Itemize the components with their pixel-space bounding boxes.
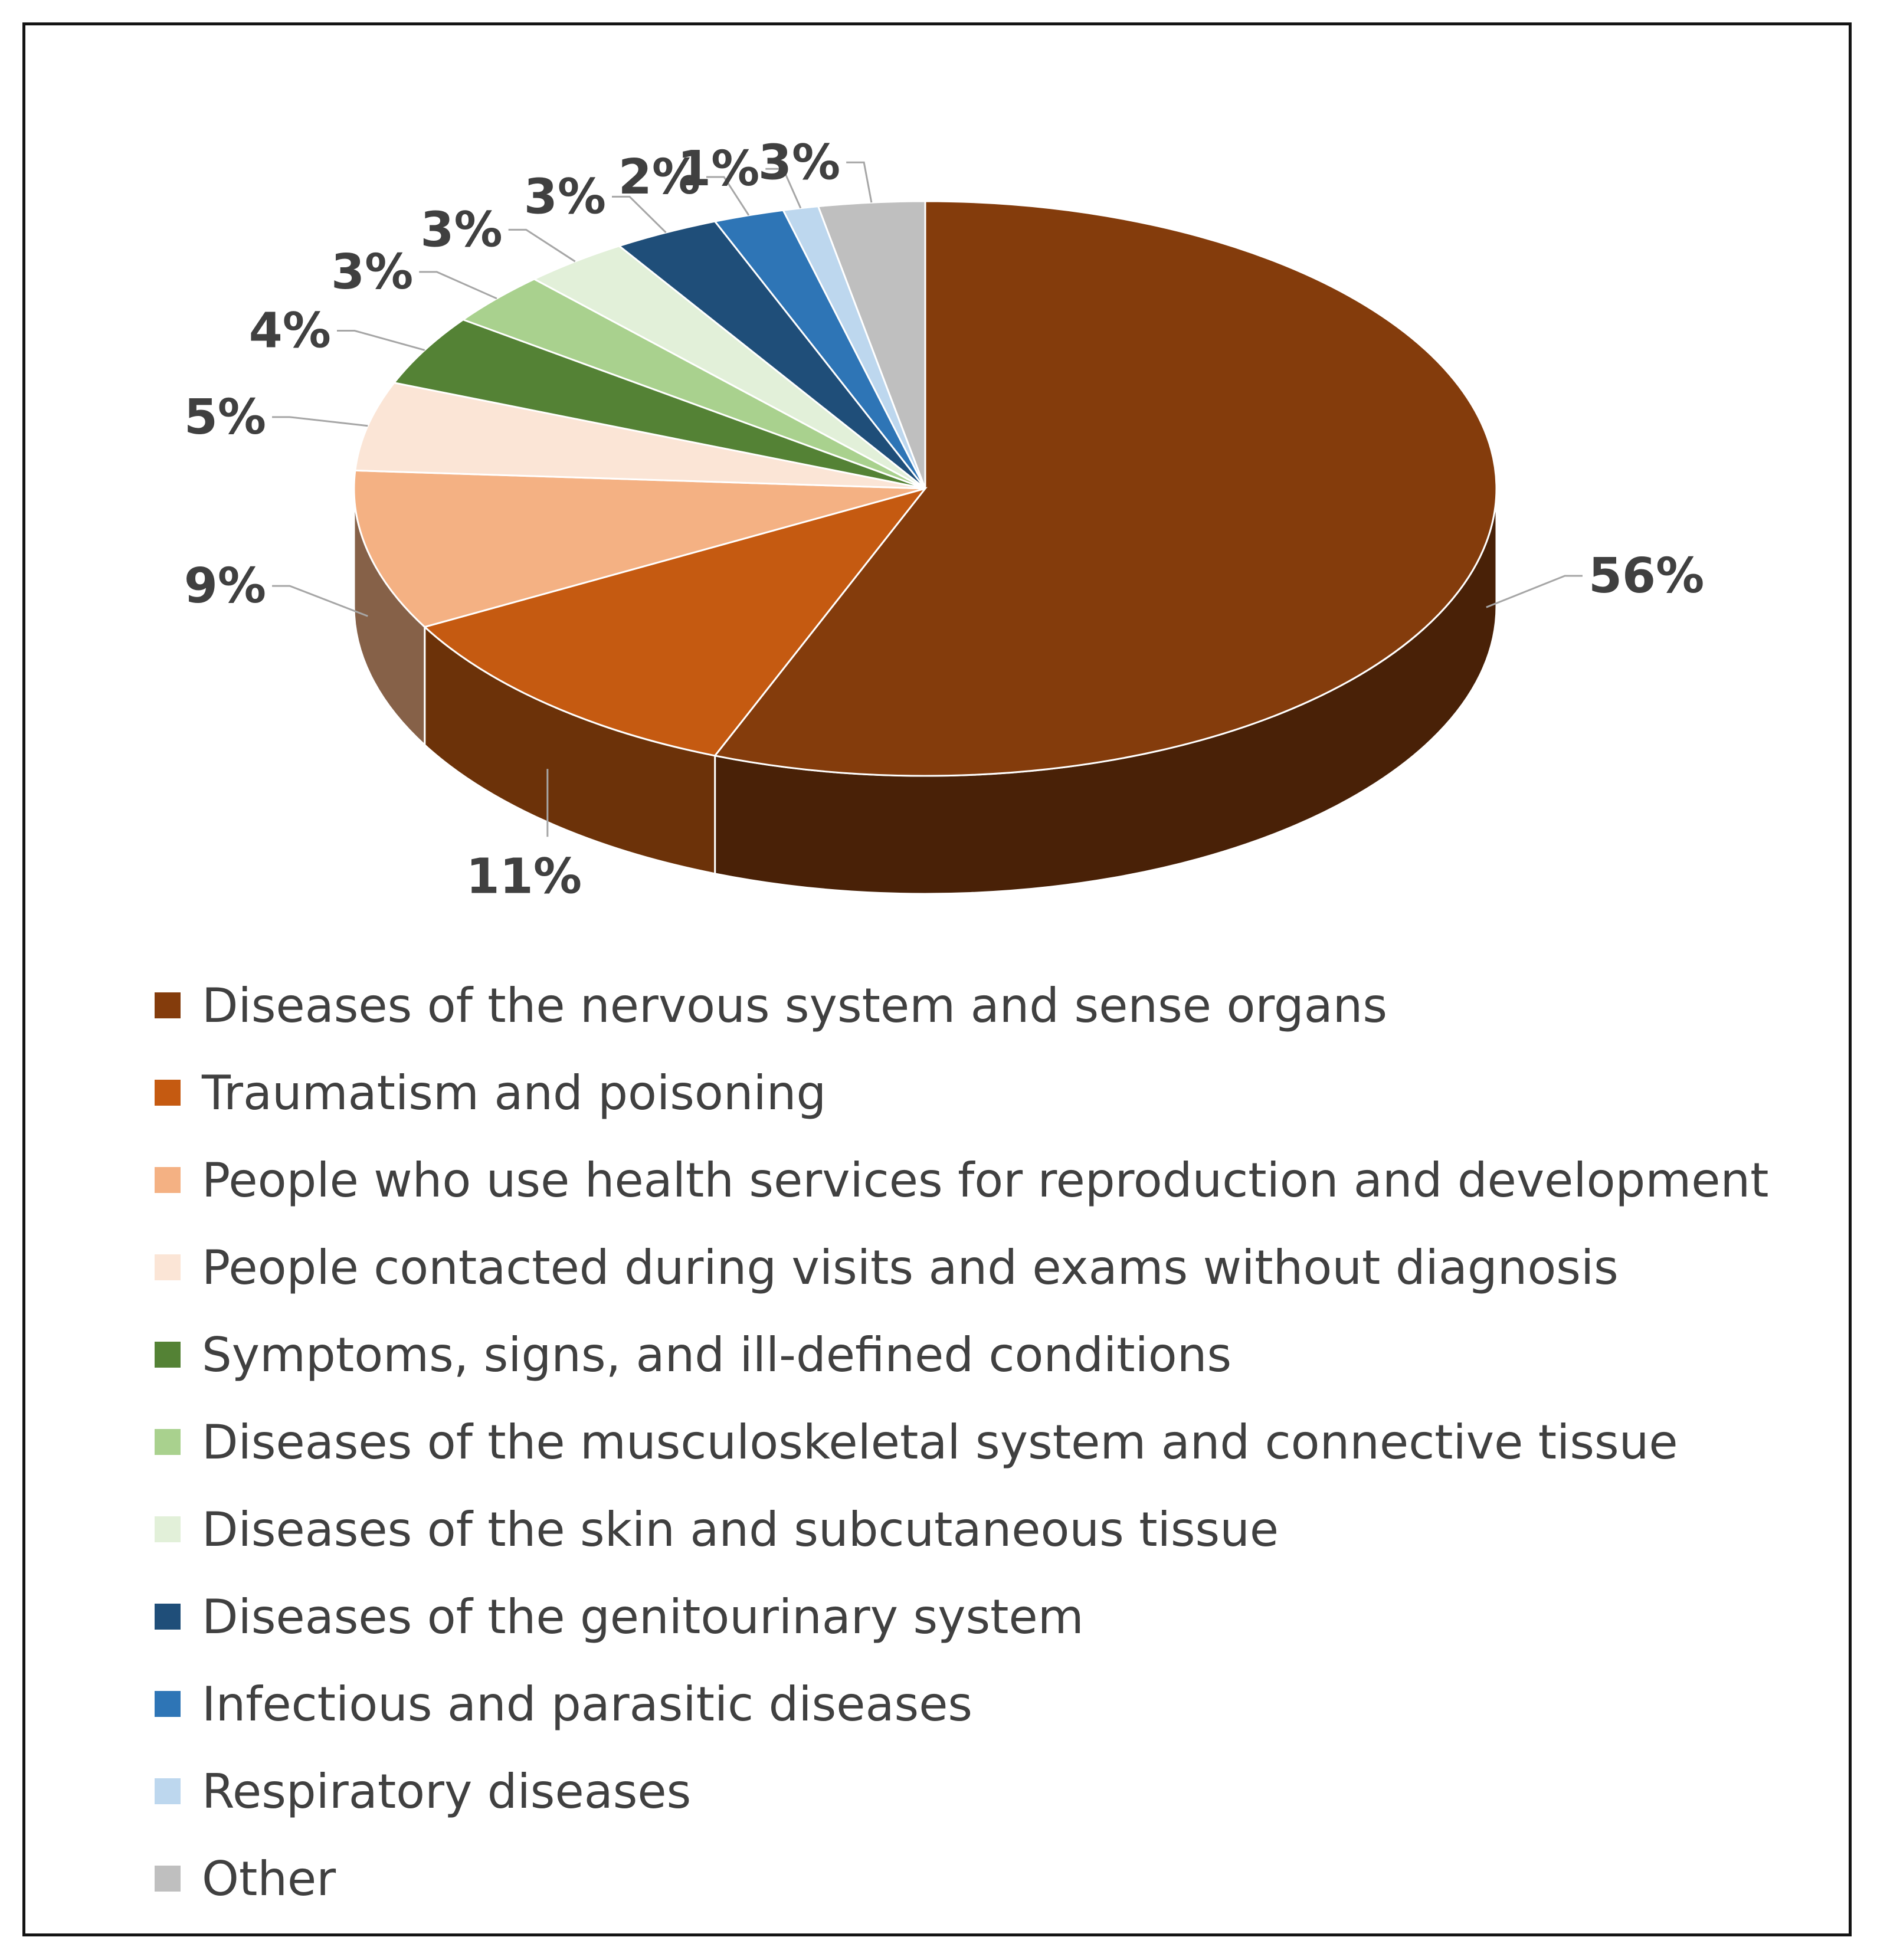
leader-line — [706, 176, 750, 216]
legend: Diseases of the nervous system and sense… — [155, 962, 1836, 1922]
legend-item: Diseases of the skin and subcutaneous ti… — [155, 1486, 1836, 1573]
legend-label: Traumatism and poisoning — [202, 1065, 827, 1120]
legend-item: People contacted during visits and exams… — [155, 1224, 1836, 1311]
leader-line — [612, 195, 667, 234]
legend-label: Diseases of the genitourinary system — [202, 1589, 1084, 1644]
legend-item: People who use health services for repro… — [155, 1136, 1836, 1224]
legend-swatch — [155, 1778, 181, 1804]
pie-slice-people-who-use-health-services-for-reproduction-and-development — [353, 469, 926, 628]
legend-swatch — [155, 1342, 181, 1368]
legend-swatch — [155, 992, 181, 1018]
legend-label: Diseases of the musculoskeletal system a… — [202, 1414, 1678, 1470]
leader-line — [419, 271, 497, 300]
data-label-diseases-of-the-nervous-system-and-sense-organs: 56% — [1588, 548, 1704, 604]
legend-swatch — [155, 1254, 181, 1280]
legend-label: Diseases of the skin and subcutaneous ti… — [202, 1502, 1279, 1557]
data-label-other: 3% — [758, 135, 840, 191]
data-label-traumatism-and-poisoning: 11% — [466, 848, 582, 904]
legend-label: Symptoms, signs, and ill-defined conditi… — [202, 1327, 1232, 1382]
data-label-diseases-of-the-musculoskeletal-system-and-connective-tissue: 3% — [331, 244, 413, 300]
leader-line — [846, 161, 873, 203]
pie-slice-traumatism-and-poisoning — [422, 487, 928, 757]
legend-label: Infectious and parasitic diseases — [202, 1676, 973, 1732]
legend-item: Infectious and parasitic diseases — [155, 1660, 1836, 1748]
legend-item: Diseases of the musculoskeletal system a… — [155, 1398, 1836, 1486]
legend-swatch — [155, 1691, 181, 1717]
data-label-diseases-of-the-genitourinary-system: 3% — [524, 169, 606, 225]
data-label-diseases-of-the-skin-and-subcutaneous-tissue: 3% — [420, 202, 502, 258]
leader-line — [272, 416, 368, 427]
legend-swatch — [155, 1866, 181, 1892]
legend-swatch — [155, 1167, 181, 1193]
leader-line — [508, 228, 576, 263]
legend-label: Diseases of the nervous system and sense… — [202, 978, 1388, 1033]
legend-item: Diseases of the genitourinary system — [155, 1573, 1836, 1660]
legend-item: Other — [155, 1835, 1836, 1922]
legend-label: Respiratory diseases — [202, 1764, 692, 1819]
legend-label: Other — [202, 1851, 336, 1906]
legend-swatch — [155, 1604, 181, 1630]
leader-line — [1486, 575, 1583, 608]
data-label-respiratory-diseases: 1% — [677, 141, 759, 197]
legend-swatch — [155, 1429, 181, 1455]
data-label-people-contacted-during-visits-and-exams-without-diagnosis: 5% — [184, 389, 266, 445]
legend-item: Respiratory diseases — [155, 1748, 1836, 1835]
legend-swatch — [155, 1080, 181, 1106]
pie-slice-symptoms-signs-and-ill-defined-conditions — [392, 319, 926, 490]
pie-chart: 56%11%9%5%4%3%3%3% 2%1%3% — [184, 135, 1704, 904]
pie-slice-diseases-of-the-nervous-system-and-sense-organs — [713, 200, 1498, 777]
data-label-people-who-use-health-services-for-reproduction-and-development: 9% — [184, 558, 266, 614]
legend-label: People contacted during visits and exams… — [202, 1240, 1619, 1295]
legend-swatch — [155, 1516, 181, 1542]
legend-item: Diseases of the nervous system and sense… — [155, 962, 1836, 1049]
legend-item: Traumatism and poisoning — [155, 1049, 1836, 1136]
leader-line — [336, 330, 425, 351]
leader-line — [272, 585, 368, 617]
data-label-infectious-and-parasitic-diseases: 2% — [618, 149, 700, 205]
data-label-symptoms-signs-and-ill-defined-conditions: 4% — [249, 303, 331, 359]
legend-item: Symptoms, signs, and ill-defined conditi… — [155, 1311, 1836, 1398]
leader-line — [765, 168, 802, 209]
legend-label: People who use health services for repro… — [202, 1152, 1769, 1208]
